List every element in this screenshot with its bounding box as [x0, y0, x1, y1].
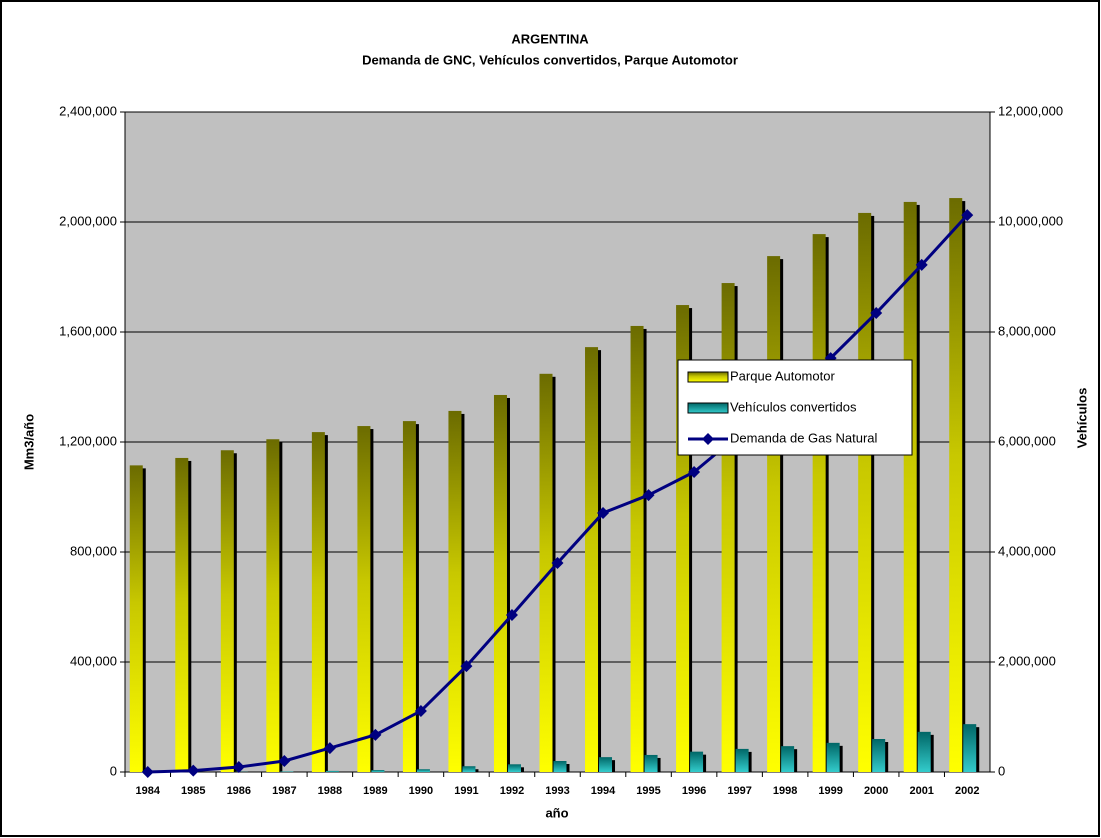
- x-tick-label: 1997: [727, 785, 751, 797]
- point: [278, 755, 291, 767]
- bar: [448, 410, 462, 772]
- point: [915, 258, 928, 271]
- bar: [917, 731, 931, 772]
- x-tick-label: 2000: [864, 785, 888, 797]
- bar: [903, 201, 917, 773]
- y2-tick-label: 6,000,000: [998, 433, 1056, 448]
- chart-title: ARGENTINA: [511, 31, 589, 46]
- legend-label: Vehículos convertidos: [730, 399, 857, 414]
- legend-swatch: [687, 402, 729, 414]
- bar: [493, 394, 507, 772]
- bar: [220, 450, 234, 772]
- point: [551, 557, 564, 569]
- x-tick-label: 1994: [591, 785, 616, 797]
- bar: [266, 439, 280, 772]
- y-axis-label: Mm3/año: [21, 414, 36, 470]
- x-tick-label: 2001: [909, 785, 933, 797]
- point: [369, 728, 382, 741]
- bar: [690, 751, 704, 772]
- legend-swatch: [702, 433, 714, 445]
- bar: [311, 432, 325, 772]
- x-tick-label: 1993: [545, 785, 569, 797]
- bar: [416, 769, 430, 772]
- y2-tick-label: 12,000,000: [998, 103, 1063, 118]
- y2-tick-label: 2,000,000: [998, 653, 1056, 668]
- y-tick-label: 2,000,000: [59, 213, 117, 228]
- bar: [507, 764, 521, 772]
- bar: [402, 421, 416, 772]
- point: [870, 307, 883, 320]
- point: [642, 489, 655, 502]
- x-tick-label: 2002: [955, 785, 979, 797]
- legend-swatch: [687, 371, 729, 383]
- x-tick-label: 1992: [500, 785, 524, 797]
- y2-axis-label: Vehículos: [1074, 388, 1089, 449]
- x-tick-label: 1991: [454, 785, 478, 797]
- point: [961, 209, 974, 222]
- bar: [129, 465, 143, 772]
- point: [232, 761, 245, 774]
- x-tick-label: 1990: [409, 785, 433, 797]
- point: [460, 660, 473, 673]
- y2-tick-label: 4,000,000: [998, 543, 1056, 558]
- bar: [767, 256, 781, 773]
- bar: [280, 771, 294, 772]
- bar: [630, 325, 644, 772]
- x-axis-label: año: [545, 805, 568, 820]
- chart-subtitle: Demanda de GNC, Vehículos convertidos, P…: [362, 52, 738, 67]
- y-tick-label: 0: [110, 763, 117, 778]
- bar: [735, 748, 749, 772]
- legend-label: Parque Automotor: [730, 368, 835, 383]
- point: [141, 766, 154, 778]
- x-tick-label: 1995: [636, 785, 660, 797]
- point: [505, 608, 518, 621]
- x-tick-label: 1984: [136, 785, 161, 797]
- y-tick-label: 800,000: [70, 543, 117, 558]
- bar: [858, 212, 872, 773]
- point: [323, 742, 336, 755]
- x-tick-label: 1985: [181, 785, 205, 797]
- bar: [175, 457, 189, 772]
- y2-tick-label: 8,000,000: [998, 323, 1056, 338]
- x-tick-label: 1986: [227, 785, 251, 797]
- legend: Parque Automotor Vehículos convertidos Dem…: [677, 359, 913, 456]
- point: [187, 764, 200, 777]
- bar: [553, 761, 567, 772]
- y-tick-label: 400,000: [70, 653, 117, 668]
- y2-tick-label: 0: [998, 763, 1005, 778]
- y2-tick-label: 10,000,000: [998, 213, 1063, 228]
- y-tick-label: 2,400,000: [59, 103, 117, 118]
- point: [688, 465, 701, 478]
- bar: [949, 198, 963, 772]
- bar: [781, 746, 795, 772]
- bar: [644, 754, 658, 772]
- x-tick-label: 1989: [363, 785, 387, 797]
- bar: [462, 766, 476, 772]
- y-tick-label: 1,600,000: [59, 323, 117, 338]
- bar: [872, 739, 886, 772]
- x-tick-label: 1996: [682, 785, 706, 797]
- point: [414, 704, 427, 717]
- point: [597, 506, 610, 519]
- bar: [826, 742, 840, 772]
- y-tick-label: 1,200,000: [59, 433, 117, 448]
- x-tick-label: 1999: [818, 785, 842, 797]
- bar: [325, 770, 339, 772]
- x-tick-label: 1988: [318, 785, 342, 797]
- bar: [357, 426, 371, 772]
- bar: [539, 373, 553, 772]
- bar: [585, 347, 599, 772]
- bar: [963, 724, 977, 772]
- bar: [812, 234, 826, 773]
- bar: [371, 770, 385, 772]
- x-tick-label: 1987: [272, 785, 296, 797]
- bar: [599, 757, 613, 772]
- legend-label: Demanda de Gas Natural: [730, 430, 878, 445]
- x-tick-label: 1998: [773, 785, 797, 797]
- bar: [721, 283, 735, 772]
